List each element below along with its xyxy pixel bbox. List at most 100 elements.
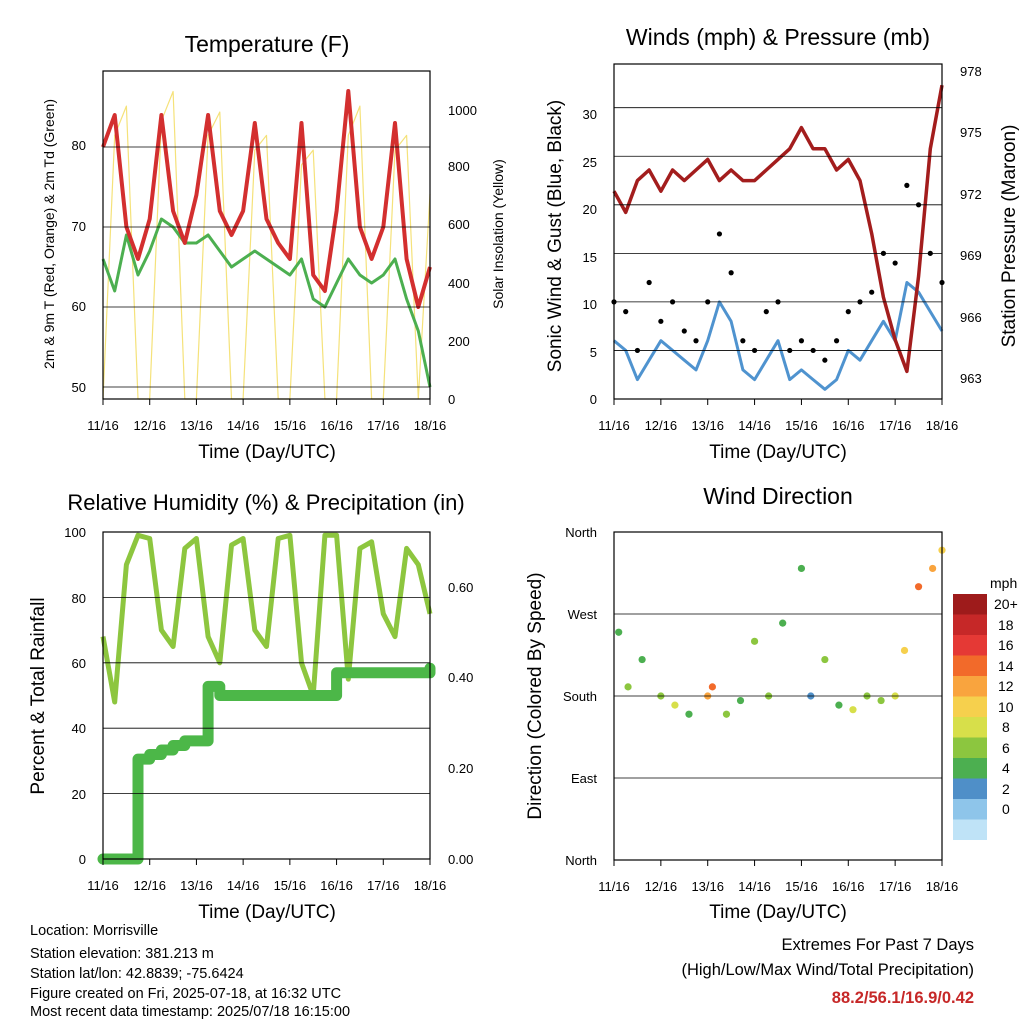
direction-point xyxy=(615,628,623,636)
gust-point xyxy=(623,309,629,315)
x-tick-label: 12/16 xyxy=(133,878,166,893)
series-line-2m-9m-t xyxy=(101,89,432,309)
direction-point xyxy=(779,619,787,627)
winds-gridlines xyxy=(614,107,942,351)
station-location: Location: Morrisville xyxy=(30,923,159,939)
x-tick-label: 12/16 xyxy=(133,418,166,433)
wind-ytick: 25 xyxy=(583,155,597,170)
direction-point xyxy=(821,655,829,664)
precip-ytick: 0.20 xyxy=(448,761,473,776)
temperature-gridlines xyxy=(103,146,430,388)
winds-xlabel: Time (Day/UTC) xyxy=(709,442,847,463)
direction-point xyxy=(685,710,693,718)
winds-series xyxy=(611,84,945,391)
winds-right-ticks: 963 966 969 972 975 978 xyxy=(960,64,982,386)
gust-point xyxy=(740,338,746,344)
winds-x-ticks: 11/16 12/16 13/16 14/16 15/16 16/16 17/16 18/16 xyxy=(598,399,958,433)
direction-ytick: North xyxy=(565,853,597,868)
legend-label: 20+ xyxy=(994,596,1018,612)
x-tick-label: 11/16 xyxy=(87,418,119,433)
pressure-ytick: 972 xyxy=(960,187,982,202)
gust-point xyxy=(763,309,769,315)
x-tick-label: 13/16 xyxy=(691,418,724,433)
legend-label: 14 xyxy=(998,658,1014,674)
wind-ytick: 15 xyxy=(583,250,597,265)
direction-ytick: South xyxy=(563,689,597,704)
humidity-plot-frame xyxy=(102,531,431,860)
humidity-xlabel: Time (Day/UTC) xyxy=(198,902,336,923)
legend-label: 6 xyxy=(1002,740,1010,756)
wind-ytick: 10 xyxy=(583,297,597,312)
direction-point xyxy=(900,646,909,655)
pressure-ytick: 978 xyxy=(960,64,982,79)
legend-swatch xyxy=(953,758,987,779)
direction-gridlines xyxy=(614,613,942,779)
x-tick-label: 18/16 xyxy=(926,418,959,433)
humidity-left-ticks: 0 20 40 60 80 100 xyxy=(64,525,86,867)
direction-point xyxy=(736,696,745,705)
direction-title: Wind Direction xyxy=(703,483,853,509)
pressure-ytick: 963 xyxy=(960,371,982,386)
x-tick-label: 17/16 xyxy=(879,879,912,894)
gust-point xyxy=(646,279,652,286)
winds-plot-frame xyxy=(613,63,943,400)
legend-swatch xyxy=(953,819,987,840)
recent-data-timestamp: Most recent data timestamp: 2025/07/18 1… xyxy=(30,1004,351,1020)
gust-point xyxy=(869,289,875,295)
gust-point xyxy=(728,270,734,276)
legend-swatch xyxy=(953,737,987,758)
temperature-plot-frame xyxy=(102,70,431,400)
direction-point xyxy=(797,564,806,573)
precip-ytick: 0.00 xyxy=(448,852,473,867)
x-tick-label: 14/16 xyxy=(738,418,771,433)
insolation-ytick: 600 xyxy=(448,217,470,232)
legend-label: 2 xyxy=(1002,781,1010,797)
temperature-ytick: 60 xyxy=(72,299,86,314)
x-tick-label: 14/16 xyxy=(227,418,260,433)
x-tick-label: 16/16 xyxy=(320,418,353,433)
direction-point xyxy=(671,701,679,709)
x-tick-label: 18/16 xyxy=(414,878,447,893)
direction-point xyxy=(750,637,759,645)
legend-label: 10 xyxy=(998,699,1014,715)
winds-panel: Winds (mph) & Pressure (mb) 0 5 10 15 20… xyxy=(545,24,1020,463)
figure-created: Figure created on Fri, 2025-07-18, at 16… xyxy=(30,986,342,1002)
x-tick-label: 17/16 xyxy=(367,418,400,433)
x-tick-label: 18/16 xyxy=(414,418,447,433)
humidity-ylabel-left: Percent & Total Rainfall xyxy=(28,597,49,794)
speed-legend: mph 20+ 18 16 14 12 10 8 6 4 2 0 xyxy=(953,575,1018,840)
direction-left-ticks: North East South West North xyxy=(563,525,597,868)
temperature-ylabel-left: 2m & 9m T (Red, Orange) & 2m Td (Green) xyxy=(41,99,57,369)
temperature-ytick: 70 xyxy=(72,219,86,234)
x-tick-label: 14/16 xyxy=(227,878,260,893)
gust-point xyxy=(798,338,805,344)
wind-ytick: 20 xyxy=(583,202,597,217)
humidity-x-ticks: 11/16 12/16 13/16 14/16 15/16 16/16 17/16 18/16 xyxy=(87,859,446,893)
series-line-2m-td xyxy=(101,217,432,388)
series-line-sonic-wind xyxy=(613,281,944,391)
humidity-ytick: 0 xyxy=(79,852,86,867)
x-tick-label: 17/16 xyxy=(367,878,400,893)
x-tick-label: 15/16 xyxy=(785,418,818,433)
temperature-xlabel: Time (Day/UTC) xyxy=(198,442,336,463)
station-latlon: Station lat/lon: 42.8839; -75.6424 xyxy=(30,966,244,982)
series-line-station-pressure xyxy=(612,84,944,374)
legend-swatch xyxy=(953,799,987,820)
gust-point xyxy=(681,328,687,334)
direction-point xyxy=(708,683,717,691)
gust-point xyxy=(904,182,910,188)
x-tick-label: 15/16 xyxy=(785,879,818,894)
x-tick-label: 17/16 xyxy=(879,418,912,433)
pressure-ytick: 969 xyxy=(960,248,982,263)
extremes-heading: Extremes For Past 7 Days xyxy=(781,936,974,954)
legend-swatch xyxy=(953,778,987,799)
gust-point xyxy=(693,338,699,344)
temperature-title: Temperature (F) xyxy=(185,31,350,57)
insolation-ytick: 200 xyxy=(448,334,470,349)
wind-ytick: 0 xyxy=(590,392,597,407)
direction-point xyxy=(849,706,857,714)
legend-swatch xyxy=(953,635,987,656)
temperature-series xyxy=(101,89,432,400)
temperature-ytick: 50 xyxy=(72,380,86,395)
